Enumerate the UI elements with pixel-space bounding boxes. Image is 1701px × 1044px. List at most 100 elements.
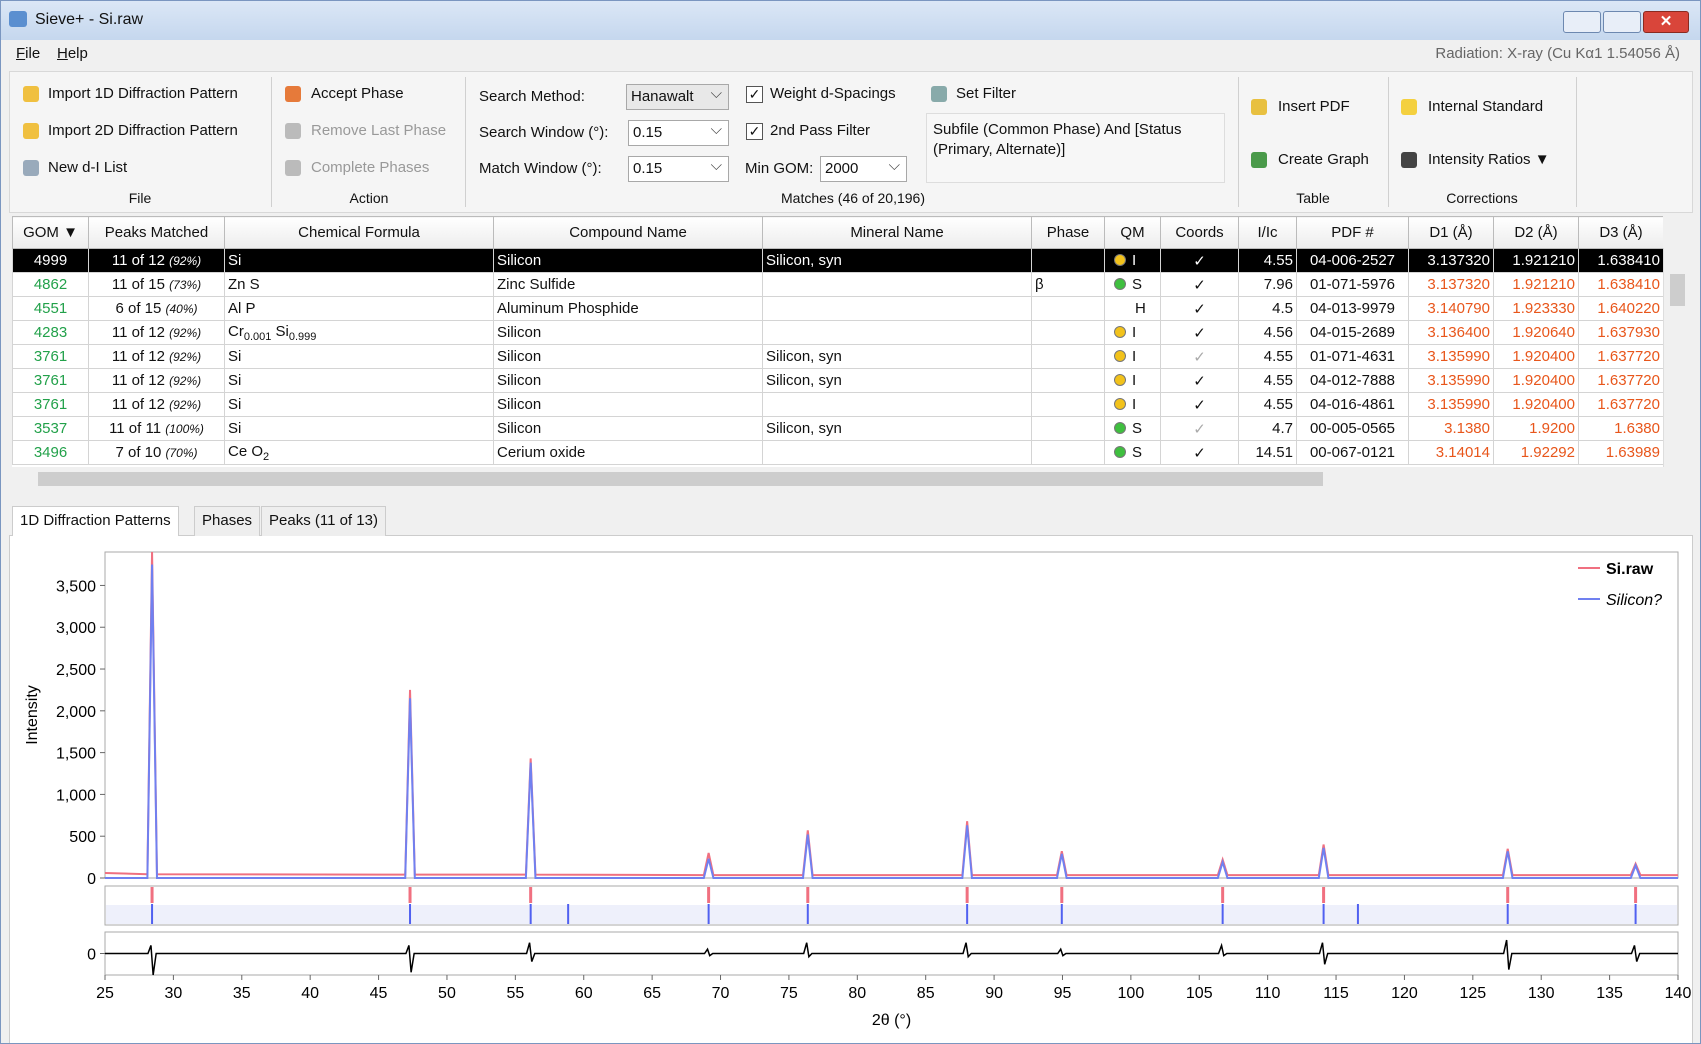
column-header[interactable]: PDF #	[1296, 216, 1409, 249]
column-header[interactable]: Peaks Matched	[88, 216, 225, 249]
icon	[1251, 99, 1267, 115]
d2-spacing: 1.920400	[1493, 392, 1579, 417]
tool-button[interactable]: Create Graph	[1278, 151, 1369, 168]
d3-spacing-text: 1.637720	[1597, 348, 1660, 365]
x-tick-label: 130	[1528, 985, 1555, 1002]
table-row[interactable]: 4999 11 of 12 (92%) Si Silicon Silicon, syn I…	[12, 248, 1663, 273]
gom: 3761	[12, 344, 89, 369]
mineral-name: Silicon, syn	[762, 416, 1032, 441]
series-line	[104, 551, 1678, 877]
column-header[interactable]: I/Ic	[1238, 216, 1297, 249]
tool-button[interactable]: Insert PDF	[1278, 98, 1350, 115]
compound-name: Silicon	[493, 344, 763, 369]
d1-spacing-text: 3.140790	[1427, 300, 1490, 317]
scroll-thumb[interactable]	[1670, 274, 1685, 306]
tab[interactable]: Peaks (11 of 13)	[261, 506, 386, 536]
peaks-percent: (92%)	[169, 350, 202, 364]
icon	[1251, 152, 1267, 168]
qm-text: S	[1132, 420, 1143, 437]
tab[interactable]: Phases	[194, 506, 261, 536]
peaks-percent: (92%)	[169, 326, 202, 340]
tool-button[interactable]: Remove Last Phase	[311, 122, 447, 139]
y-tick-label: 3,000	[56, 620, 96, 637]
coords: ✓	[1160, 416, 1239, 441]
tool-button[interactable]: New d-I List	[48, 159, 128, 176]
tool-button[interactable]: Import 2D Diffraction Pattern	[48, 122, 238, 139]
table-row[interactable]: 3537 11 of 11 (100%) Si Silicon Silicon, syn…	[12, 416, 1663, 441]
d3-spacing: 1.640220	[1578, 296, 1663, 321]
pdf-number-text: 00-005-0565	[1309, 420, 1396, 437]
min-gom-combo[interactable]: 2000	[820, 156, 907, 182]
minimize-button[interactable]	[1563, 11, 1601, 33]
compound-name: Zinc Sulfide	[493, 272, 763, 297]
x-tick-label: 115	[1323, 985, 1349, 1002]
column-header[interactable]: D3 (Å)	[1578, 216, 1663, 249]
table-row[interactable]: 4283 11 of 12 (92%) Cr0.001 Si0.999 Silicon…	[12, 320, 1663, 345]
x-tick-label: 40	[301, 985, 319, 1002]
d2-spacing: 1.920400	[1493, 344, 1579, 369]
column-header[interactable]: Chemical Formula	[224, 216, 494, 249]
checkbox[interactable]: ✓	[746, 123, 763, 140]
qm: I	[1104, 392, 1161, 417]
separator	[465, 77, 466, 207]
column-header[interactable]: GOM ▼	[12, 216, 89, 249]
column-header[interactable]: D2 (Å)	[1493, 216, 1579, 249]
phase	[1031, 392, 1105, 417]
y-tick-label: 0	[87, 871, 96, 888]
tool-button[interactable]: Intensity Ratios ▼	[1428, 151, 1550, 168]
coords: ✓	[1160, 248, 1239, 273]
coords-text: ✓	[1193, 276, 1206, 294]
field-label: Search Window (°):	[479, 124, 609, 141]
table-row[interactable]: 4862 11 of 15 (73%) Zn S Zinc Sulfide β S ✓ 7.9…	[12, 272, 1663, 297]
table-row[interactable]: 3761 11 of 12 (92%) Si Silicon Silicon, syn I…	[12, 344, 1663, 369]
group-label: Corrections	[1446, 190, 1518, 206]
column-header[interactable]: D1 (Å)	[1408, 216, 1494, 249]
tab-active[interactable]: 1D Diffraction Patterns	[12, 506, 179, 536]
vertical-scrollbar[interactable]	[1663, 248, 1690, 467]
menu-file[interactable]: File	[16, 45, 41, 62]
search-method-combo[interactable]: Hanawalt	[626, 84, 729, 110]
d3-spacing-text: 1.637720	[1597, 372, 1660, 389]
qm-text: I	[1132, 324, 1137, 341]
horizontal-scrollbar[interactable]	[12, 467, 1663, 491]
tool-button[interactable]: Set Filter	[956, 85, 1017, 102]
pdf-number-text: 04-016-4861	[1309, 396, 1396, 413]
search-window-combo[interactable]: 0.15	[628, 120, 729, 146]
tool-button[interactable]: Accept Phase	[311, 85, 404, 102]
close-button[interactable]: ✕	[1643, 11, 1689, 33]
qm-dot	[1114, 350, 1126, 362]
compound-name: Cerium oxide	[493, 440, 763, 465]
column-header[interactable]: Compound Name	[493, 216, 763, 249]
pdf-number: 01-071-4631	[1296, 344, 1409, 369]
menu-help[interactable]: Help	[57, 45, 88, 62]
checkbox[interactable]: ✓	[746, 86, 763, 103]
tool-button[interactable]: Internal Standard	[1428, 98, 1544, 115]
mineral-name	[762, 272, 1032, 297]
d2-spacing-text: 1.921210	[1512, 252, 1575, 269]
pdf-number-text: 04-013-9979	[1309, 300, 1396, 317]
match-window-combo[interactable]: 0.15	[628, 156, 729, 182]
maximize-button[interactable]	[1603, 11, 1641, 33]
peaks-percent: (70%)	[165, 446, 198, 460]
mineral-name	[762, 320, 1032, 345]
peaks-matched: 11 of 12 (92%)	[88, 368, 225, 393]
chemical-formula: Ce O2	[224, 440, 494, 465]
icon	[285, 160, 301, 176]
plot-frame	[104, 551, 1679, 879]
column-header[interactable]: Coords	[1160, 216, 1239, 249]
column-header[interactable]: Phase	[1031, 216, 1105, 249]
tool-button[interactable]: Complete Phases	[311, 159, 430, 176]
d2-spacing-text: 1.920640	[1512, 324, 1575, 341]
qm-text: S	[1132, 444, 1143, 461]
column-header[interactable]: Mineral Name	[762, 216, 1032, 249]
d3-spacing-text: 1.637930	[1597, 324, 1660, 341]
phase	[1031, 248, 1105, 273]
tool-button[interactable]: Import 1D Diffraction Pattern	[48, 85, 238, 102]
table-row[interactable]: 3496 7 of 10 (70%) Ce O2 Cerium oxide S ✓ 14.5…	[12, 440, 1663, 465]
compound-name: Silicon	[493, 248, 763, 273]
scroll-thumb[interactable]	[38, 472, 1323, 486]
column-header[interactable]: QM	[1104, 216, 1161, 249]
i-ic: 4.5	[1238, 296, 1297, 321]
x-tick-label: 140	[1665, 985, 1692, 1002]
gom: 3496	[12, 440, 89, 465]
